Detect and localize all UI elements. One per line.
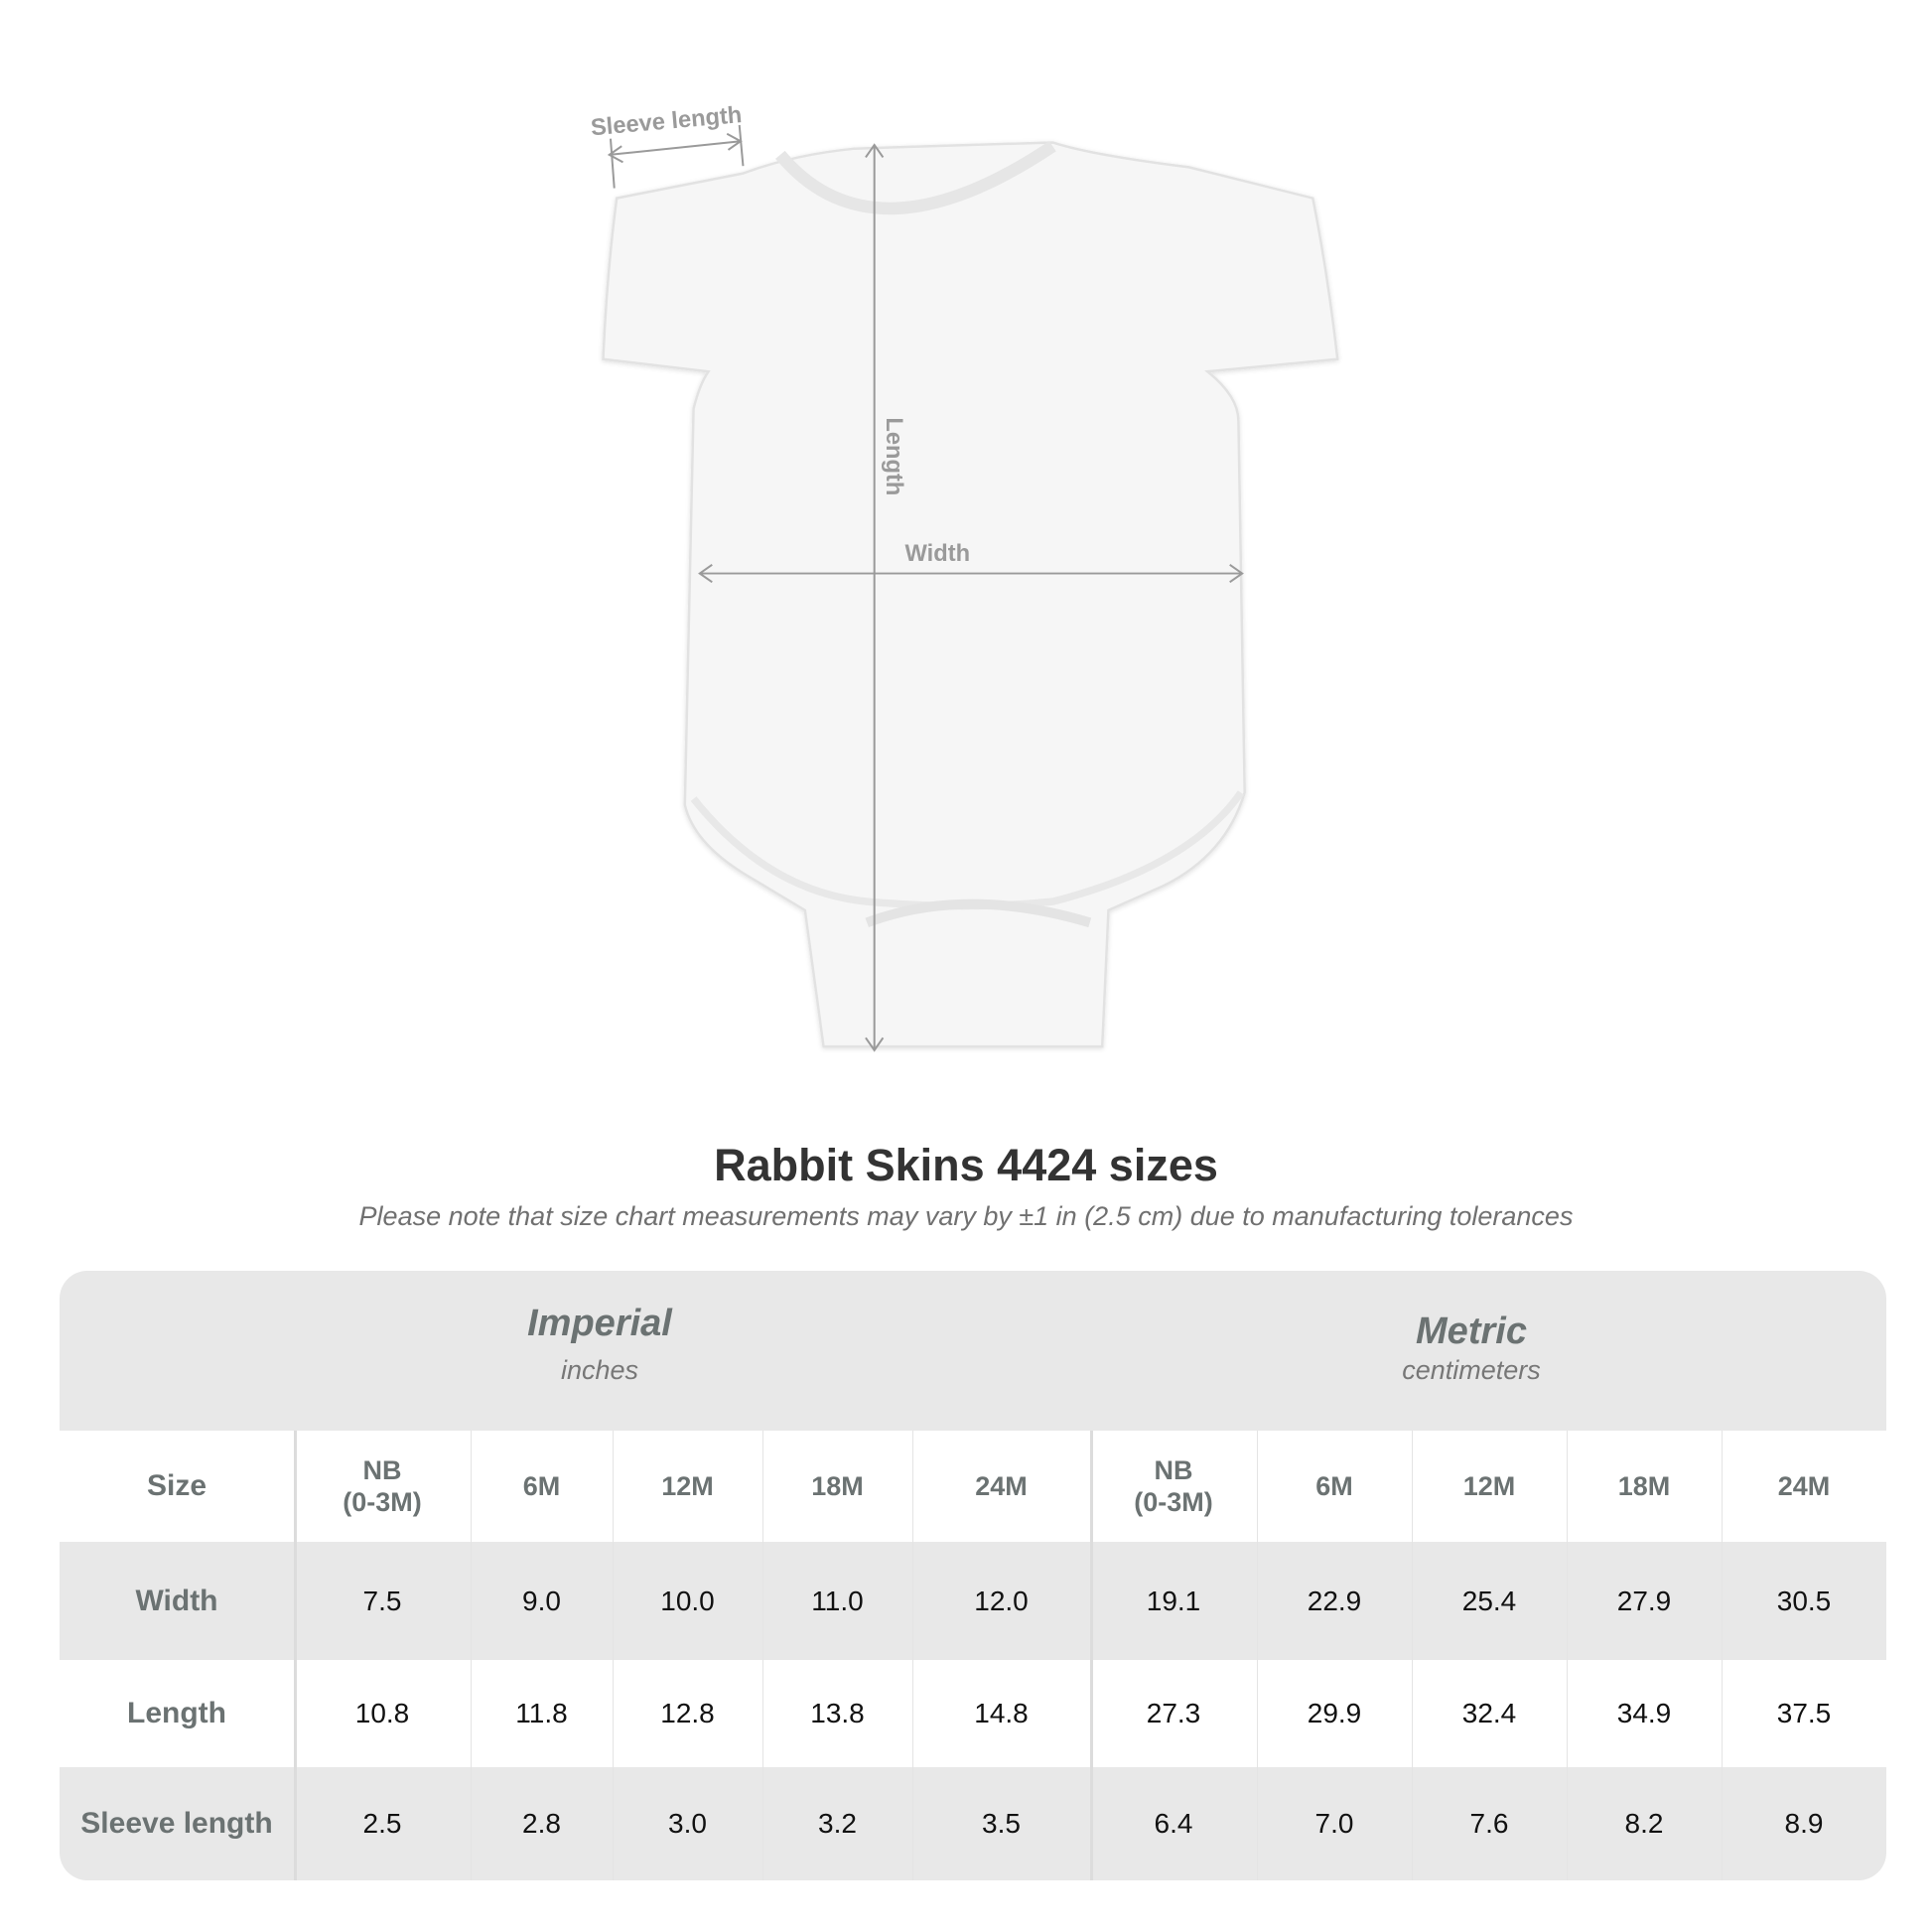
length-label: Length [881, 417, 906, 495]
row-label: Sleeve length [80, 1807, 273, 1840]
metric-value-cell: 27.9 [1616, 1585, 1672, 1616]
metric-value-cell: 8.9 [1784, 1808, 1824, 1839]
row-label: Width [135, 1584, 218, 1617]
imperial-value-cell: 11.0 [811, 1585, 864, 1616]
imperial-value-cell: 2.5 [362, 1808, 402, 1839]
metric-value-cell: 25.4 [1461, 1585, 1517, 1616]
sleeve-length-label: Sleeve length [590, 102, 743, 141]
size-table: Imperial inches Metric centimeters Size N… [60, 1271, 1886, 1880]
column-divider [1090, 1431, 1093, 1880]
width-label: Width [905, 541, 971, 567]
imperial-value-cell: 3.5 [982, 1808, 1021, 1839]
column-divider [1412, 1431, 1413, 1880]
imperial-value-cell: 9.0 [522, 1585, 561, 1616]
imperial-size-header: NB (0-3M) [343, 1455, 422, 1517]
metric-size-header: 12M [1462, 1471, 1516, 1501]
column-divider [912, 1431, 913, 1880]
header-band [60, 1271, 1886, 1431]
metric-value-cell: 34.9 [1616, 1698, 1672, 1728]
imperial-size-header: 6M [522, 1471, 561, 1501]
metric-unit: centimeters [1402, 1355, 1541, 1385]
imperial-unit: inches [560, 1355, 639, 1385]
metric-value-cell: 7.0 [1314, 1808, 1354, 1839]
imperial-value-cell: 2.8 [522, 1808, 561, 1839]
imperial-value-cell: 12.8 [660, 1698, 715, 1728]
metric-title: Metric [1416, 1311, 1527, 1352]
imperial-value-cell: 3.0 [668, 1808, 707, 1839]
sleeve-length-arrow [609, 140, 742, 156]
metric-value-cell: 8.2 [1624, 1808, 1664, 1839]
metric-value-cell: 27.3 [1146, 1698, 1201, 1728]
imperial-size-header: 24M [975, 1471, 1028, 1501]
column-divider [294, 1431, 297, 1880]
imperial-value-cell: 10.0 [660, 1585, 715, 1616]
imperial-size-header: 18M [811, 1471, 864, 1501]
column-divider [613, 1431, 614, 1880]
row-band-sleeve [60, 1767, 1886, 1880]
metric-header: Metric centimeters [1223, 1311, 1720, 1386]
imperial-value-cell: 3.2 [818, 1808, 857, 1839]
imperial-value-cell: 12.0 [974, 1585, 1029, 1616]
metric-value-cell: 37.5 [1776, 1698, 1832, 1728]
column-divider [1722, 1431, 1723, 1880]
metric-size-header: 6M [1315, 1471, 1353, 1501]
imperial-value-cell: 11.8 [515, 1698, 568, 1728]
column-divider [1567, 1431, 1568, 1880]
metric-value-cell: 7.6 [1469, 1808, 1509, 1839]
metric-value-cell: 22.9 [1307, 1585, 1362, 1616]
metric-size-header: 18M [1617, 1471, 1671, 1501]
metric-value-cell: 32.4 [1461, 1698, 1517, 1728]
metric-value-cell: 30.5 [1776, 1585, 1832, 1616]
row-label: Length [127, 1697, 226, 1729]
column-divider [471, 1431, 472, 1880]
tolerance-note: Please note that size chart measurements… [358, 1201, 1574, 1231]
imperial-value-cell: 14.8 [974, 1698, 1029, 1728]
metric-size-header: NB (0-3M) [1134, 1455, 1213, 1517]
metric-value-cell: 6.4 [1154, 1808, 1193, 1839]
imperial-value-cell: 7.5 [362, 1585, 402, 1616]
imperial-header: Imperial inches [351, 1303, 848, 1386]
metric-value-cell: 29.9 [1307, 1698, 1362, 1728]
size-header: Size [146, 1469, 207, 1502]
imperial-value-cell: 13.8 [810, 1698, 865, 1728]
chart-title: Rabbit Skins 4424 sizes [714, 1140, 1218, 1190]
onesie-illustration [602, 141, 1339, 1048]
row-band-width [60, 1542, 1886, 1660]
metric-size-header: 24M [1777, 1471, 1831, 1501]
imperial-title: Imperial [527, 1303, 672, 1344]
metric-value-cell: 19.1 [1146, 1585, 1201, 1616]
column-divider [1257, 1431, 1258, 1880]
imperial-value-cell: 10.8 [354, 1698, 410, 1728]
column-divider [762, 1431, 763, 1880]
imperial-size-header: 12M [661, 1471, 714, 1501]
